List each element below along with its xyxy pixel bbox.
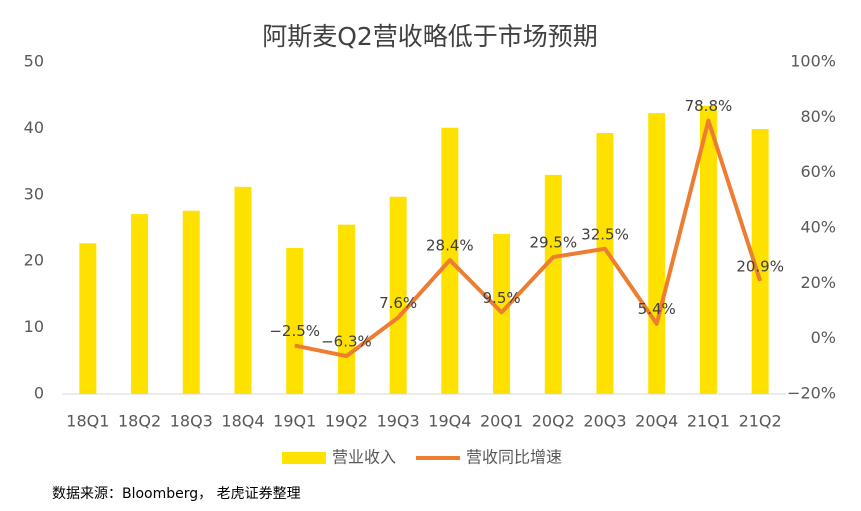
data-label: −6.3%	[321, 333, 372, 351]
x-tick-label: 20Q4	[635, 412, 678, 431]
y-tick-label: 50	[24, 52, 44, 71]
y-tick-label: 40	[24, 118, 44, 137]
x-tick-label: 19Q3	[377, 412, 420, 431]
x-tick-label: 18Q4	[221, 412, 264, 431]
data-label: 32.5%	[581, 225, 629, 243]
y2-tick-label: 100%	[790, 52, 836, 71]
y2-tick-label: 0%	[811, 328, 836, 347]
y2-tick-label: −20%	[787, 384, 836, 403]
bar	[79, 243, 97, 394]
x-tick-label: 20Q1	[480, 412, 523, 431]
source-note: 数据来源：Bloomberg， 老虎证券整理	[52, 486, 301, 502]
bar	[182, 210, 200, 394]
x-tick-label: 18Q1	[66, 412, 109, 431]
y-tick-label: 10	[24, 317, 44, 336]
line	[294, 118, 763, 359]
x-tick-label: 21Q1	[687, 412, 730, 431]
bar	[389, 196, 407, 394]
bar	[596, 133, 614, 394]
y2-tick-label: 20%	[800, 273, 836, 292]
x-tick-label: 20Q3	[583, 412, 626, 431]
chart-title: 阿斯麦Q2营收略低于市场预期	[262, 22, 598, 51]
bar	[648, 113, 666, 395]
x-tick-label: 18Q2	[118, 412, 161, 431]
data-label: 9.5%	[483, 289, 521, 307]
x-tick-label: 19Q1	[273, 412, 316, 431]
y2-tick-label: 40%	[800, 218, 836, 237]
y2-tick-label: 80%	[800, 107, 836, 126]
data-label: 7.6%	[379, 294, 417, 312]
y-tick-label: 20	[24, 251, 44, 270]
y-tick-label: 0	[34, 384, 44, 403]
bar	[286, 247, 304, 394]
data-label: 29.5%	[529, 234, 577, 252]
data-label: 5.4%	[638, 300, 676, 318]
legend-label: 营收同比增速	[466, 448, 562, 467]
bar	[699, 105, 717, 394]
y-tick-label: 30	[24, 184, 44, 203]
data-label: 28.4%	[426, 237, 474, 255]
legend-label: 营业收入	[332, 448, 396, 467]
y2-tick-label: 60%	[800, 162, 836, 181]
bar	[131, 214, 149, 394]
bar	[544, 174, 562, 394]
bar	[751, 129, 769, 394]
x-tick-label: 19Q4	[428, 412, 471, 431]
x-tick-label: 18Q3	[170, 412, 213, 431]
x-tick-label: 21Q2	[739, 412, 782, 431]
data-label: 78.8%	[685, 97, 733, 115]
x-tick-label: 20Q2	[532, 412, 575, 431]
data-label: −2.5%	[269, 322, 320, 340]
x-tick-label: 19Q2	[325, 412, 368, 431]
legend-swatch	[282, 452, 326, 464]
bar	[234, 186, 252, 394]
bar	[337, 224, 355, 394]
data-label: 20.9%	[736, 257, 784, 275]
